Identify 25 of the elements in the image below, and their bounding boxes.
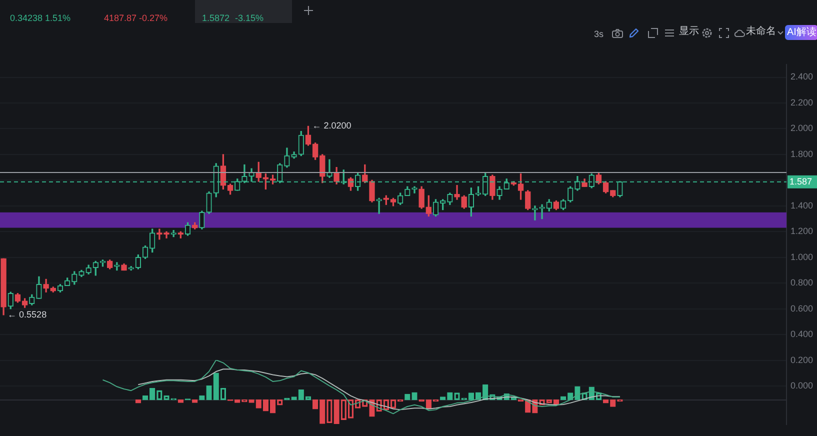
annotation: ← 2.0200 [312,120,352,131]
y-tick-label: 0.000 [790,380,814,390]
text: 3s [594,28,604,40]
text: -0.27% [139,12,168,24]
y-tick-label: 1.200 [790,226,814,236]
y-tick-label: 0.800 [790,278,814,288]
text: 1.5872 [202,12,230,24]
text: 未命名 [746,26,776,38]
y-tick-label: 2.000 [790,123,814,134]
text: 1.51% [45,12,71,24]
annotation: ← 0.5528 [8,309,47,320]
y-tick-label: 0.600 [790,303,814,314]
y-tick-label: 1.000 [790,252,814,262]
ref-line-label: 1.587 [789,176,812,186]
text: -3.15% [235,12,264,24]
y-tick-label: 0.200 [790,354,814,365]
y-tick-label: 1.800 [790,148,814,159]
y-tick-label: 1.400 [790,200,814,210]
text: AI解读 [785,25,817,40]
y-tick-label: 0.400 [790,329,814,340]
text: 4187.87 [104,12,137,24]
text: 显示 [679,26,699,38]
y-tick-label: 2.400 [790,72,814,82]
y-tick-label: 2.200 [790,97,814,108]
text: 0.34238 [10,12,43,24]
